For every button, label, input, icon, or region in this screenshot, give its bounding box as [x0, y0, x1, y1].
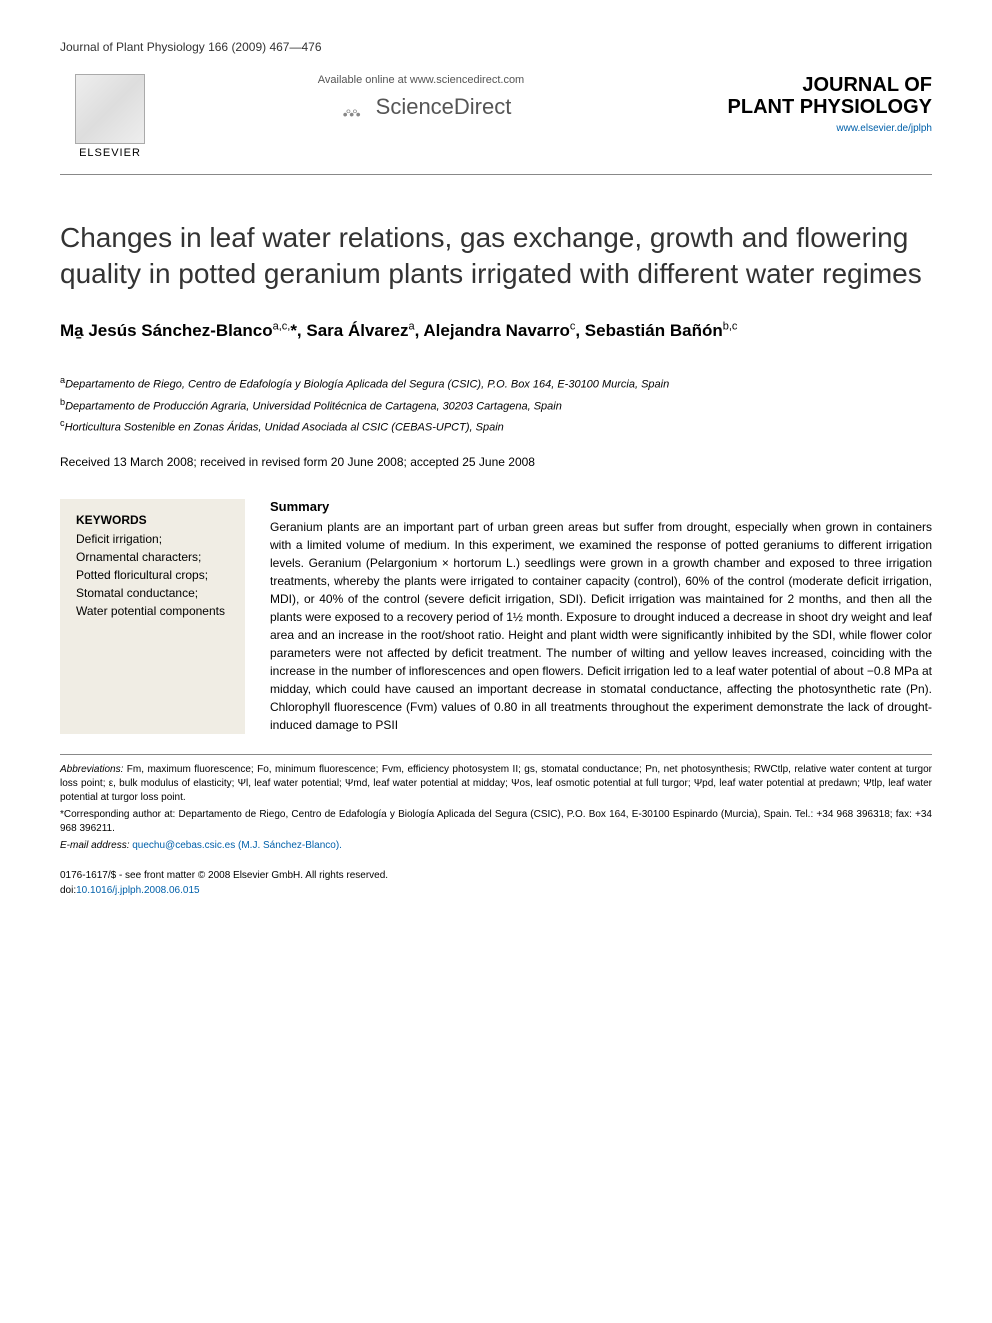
email-footnote: E-mail address: quechu@cebas.csic.es (M.… [60, 839, 932, 853]
journal-block: JOURNAL OF PLANT PHYSIOLOGY www.elsevier… [682, 74, 932, 134]
citation-line: Journal of Plant Physiology 166 (2009) 4… [60, 40, 932, 54]
abbreviations-label: Abbreviations: [60, 764, 123, 775]
sciencedirect-dots-icon [331, 99, 371, 117]
journal-name: JOURNAL OF PLANT PHYSIOLOGY [682, 74, 932, 118]
doi-label: doi: [60, 885, 76, 896]
keyword-item: Ornamental characters; [76, 548, 229, 566]
elsevier-tree-icon [75, 74, 145, 144]
authors-list: Ma̱ Jesús Sánchez-Blancoa,c,*, Sara Álva… [60, 318, 932, 344]
keywords-box: KEYWORDS Deficit irrigation;Ornamental c… [60, 499, 245, 734]
available-online-text: Available online at www.sciencedirect.co… [160, 74, 682, 86]
affiliation-line: bDepartamento de Producción Agraria, Uni… [60, 395, 932, 416]
header-row: ELSEVIER Available online at www.science… [60, 74, 932, 175]
affiliation-line: cHorticultura Sostenible en Zonas Áridas… [60, 416, 932, 437]
summary-block: Summary Geranium plants are an important… [270, 499, 932, 734]
sciencedirect-text: ScienceDirect [376, 94, 512, 119]
journal-name-line1: JOURNAL OF [802, 74, 932, 96]
doi-line: doi:10.1016/j.jplph.2008.06.015 [60, 883, 932, 898]
keyword-item: Deficit irrigation; [76, 530, 229, 548]
journal-url[interactable]: www.elsevier.de/jplph [682, 123, 932, 134]
email-link[interactable]: quechu@cebas.csic.es (M.J. Sánchez-Blanc… [132, 840, 342, 851]
footnote-rule [60, 754, 932, 755]
keywords-list: Deficit irrigation;Ornamental characters… [76, 530, 229, 620]
keyword-item: Potted floricultural crops; [76, 566, 229, 584]
sciencedirect-logo: ScienceDirect [160, 94, 682, 120]
article-title: Changes in leaf water relations, gas exc… [60, 220, 932, 293]
corresponding-author-footnote: *Corresponding author at: Departamento d… [60, 808, 932, 836]
content-row: KEYWORDS Deficit irrigation;Ornamental c… [60, 499, 932, 734]
affiliation-line: aDepartamento de Riego, Centro de Edafol… [60, 373, 932, 394]
front-matter-line: 0176-1617/$ - see front matter © 2008 El… [60, 868, 932, 883]
sciencedirect-block: Available online at www.sciencedirect.co… [160, 74, 682, 120]
keyword-item: Water potential components [76, 602, 229, 620]
abbreviations-text: Fm, maximum fluorescence; Fo, minimum fl… [60, 764, 932, 803]
journal-name-line2: PLANT PHYSIOLOGY [728, 96, 932, 118]
doi-link[interactable]: 10.1016/j.jplph.2008.06.015 [76, 885, 199, 896]
summary-text: Geranium plants are an important part of… [270, 518, 932, 734]
affiliations-block: aDepartamento de Riego, Centro de Edafol… [60, 373, 932, 437]
keyword-item: Stomatal conductance; [76, 584, 229, 602]
keywords-heading: KEYWORDS [76, 513, 229, 527]
summary-heading: Summary [270, 499, 932, 514]
publisher-block: ELSEVIER [60, 74, 160, 159]
email-label: E-mail address: [60, 840, 129, 851]
abbreviations-footnote: Abbreviations: Fm, maximum fluorescence;… [60, 763, 932, 805]
publisher-name: ELSEVIER [79, 147, 141, 159]
article-dates: Received 13 March 2008; received in revi… [60, 455, 932, 469]
footer-block: 0176-1617/$ - see front matter © 2008 El… [60, 868, 932, 898]
